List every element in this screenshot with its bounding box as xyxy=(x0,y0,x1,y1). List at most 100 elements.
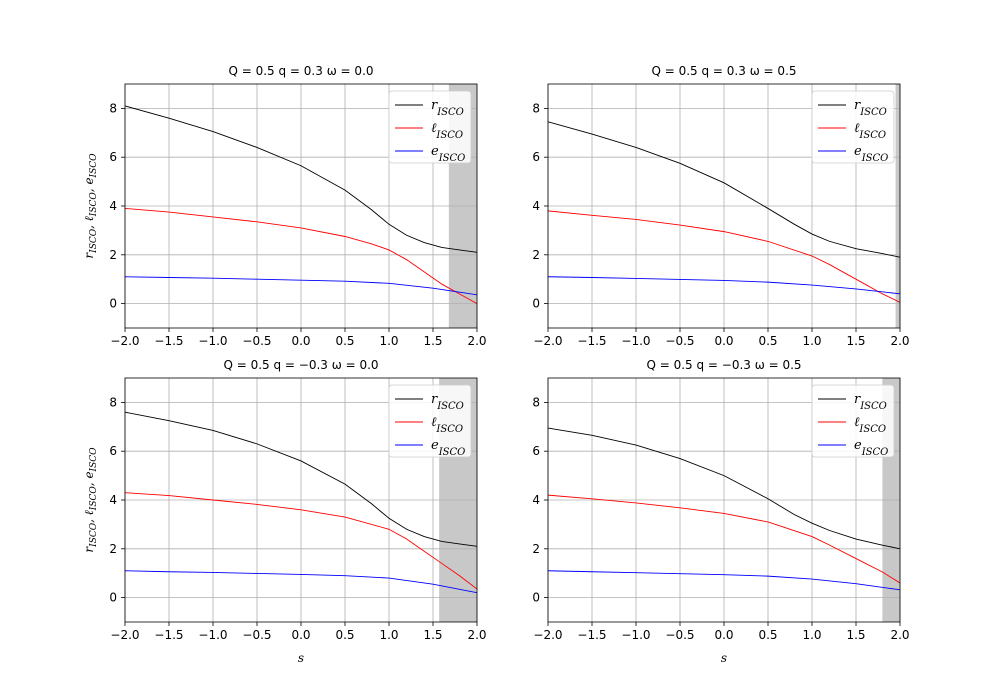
x-tick-label: −0.5 xyxy=(665,334,694,348)
x-tick-label: 1.0 xyxy=(802,628,821,642)
series-line-r xyxy=(548,427,900,550)
x-tick-label: −1.5 xyxy=(577,334,606,348)
x-tick-label: −0.5 xyxy=(665,628,694,642)
x-tick-label: −1.5 xyxy=(154,334,183,348)
axes-frame xyxy=(547,83,901,329)
x-tick-label: 1.5 xyxy=(423,628,442,642)
x-tick-label: 1.5 xyxy=(846,334,865,348)
y-tick-label: 8 xyxy=(532,395,540,409)
y-tick-label: 4 xyxy=(109,493,117,507)
x-tick-label: −2.0 xyxy=(533,628,562,642)
series-line-e xyxy=(548,276,900,295)
chart-title: Q = 0.5 q = 0.3 ω = 0.0 xyxy=(228,64,373,78)
y-tick-label: 6 xyxy=(109,150,117,164)
x-tick-label: −0.5 xyxy=(242,334,271,348)
x-tick-label: 2.0 xyxy=(890,334,909,348)
legend-label: ℓISCO xyxy=(431,415,463,435)
x-tick-label: 0.5 xyxy=(758,334,777,348)
chart-panel-3: −2.0 −1.5 −1.0 −0.5 0.0 0.5 1.0 1.5 2.0 0 2 4 6 8 Q = … xyxy=(82,358,487,665)
x-tick-label: −1.0 xyxy=(621,628,650,642)
chart-title: Q = 0.5 q = 0.3 ω = 0.5 xyxy=(651,64,796,78)
series-line-e xyxy=(125,570,477,594)
chart-panel-4: −2.0 −1.5 −1.0 −0.5 0.0 0.5 1.0 1.5 2.0 0 2 4 6 8 Q = … xyxy=(532,358,909,665)
axes-frame xyxy=(547,377,901,623)
y-tick-label: 0 xyxy=(109,297,117,311)
x-tick-label: 1.0 xyxy=(379,334,398,348)
x-tick-label: 2.0 xyxy=(890,628,909,642)
x-tick-label: 2.0 xyxy=(467,334,486,348)
y-tick-label: 4 xyxy=(532,199,540,213)
legend-label: eISCO xyxy=(431,144,465,164)
x-tick-label: −1.0 xyxy=(621,334,650,348)
series-line-r xyxy=(125,105,477,253)
chart-title: Q = 0.5 q = −0.3 ω = 0.5 xyxy=(646,358,801,372)
x-tick-label: −1.5 xyxy=(154,628,183,642)
x-tick-label: −1.5 xyxy=(577,628,606,642)
legend-label: eISCO xyxy=(854,438,888,458)
chart-title: Q = 0.5 q = −0.3 ω = 0.0 xyxy=(223,358,378,372)
x-tick-label: 0.0 xyxy=(714,628,733,642)
y-tick-label: 2 xyxy=(532,248,540,262)
series-line-r xyxy=(125,411,477,547)
y-tick-label: 2 xyxy=(532,542,540,556)
x-tick-label: 0.5 xyxy=(758,628,777,642)
y-tick-label: 6 xyxy=(532,444,540,458)
x-tick-label: −1.0 xyxy=(198,628,227,642)
axes-frame xyxy=(124,83,478,329)
y-tick-label: 0 xyxy=(109,591,117,605)
series-line-l xyxy=(125,492,477,590)
y-tick-label: 8 xyxy=(109,395,117,409)
legend-label: eISCO xyxy=(854,144,888,164)
legend: rISCO ℓISCO eISCO xyxy=(388,384,472,458)
y-tick-label: 4 xyxy=(532,493,540,507)
x-tick-label: 0.5 xyxy=(335,628,354,642)
x-tick-label: 1.0 xyxy=(802,334,821,348)
x-axis-label: s xyxy=(298,651,304,665)
x-tick-label: 0.0 xyxy=(291,334,310,348)
legend-label: rISCO xyxy=(431,392,464,412)
legend-label: rISCO xyxy=(854,392,887,412)
series-line-l xyxy=(125,207,477,304)
x-axis-label: s xyxy=(721,651,727,665)
x-tick-label: 1.5 xyxy=(423,334,442,348)
y-tick-label: 2 xyxy=(109,542,117,556)
y-tick-label: 0 xyxy=(532,591,540,605)
x-tick-label: −2.0 xyxy=(533,334,562,348)
series-line-l xyxy=(548,494,900,584)
axes-frame xyxy=(124,377,478,623)
chart-panel-2: −2.0 −1.5 −1.0 −0.5 0.0 0.5 1.0 1.5 2.0 0 2 4 6 8 Q = … xyxy=(532,64,909,348)
legend-label: rISCO xyxy=(854,98,887,118)
x-tick-label: −2.0 xyxy=(110,628,139,642)
x-tick-label: 0.0 xyxy=(714,334,733,348)
y-tick-label: 6 xyxy=(109,444,117,458)
legend: rISCO ℓISCO eISCO xyxy=(811,90,895,164)
x-tick-label: 2.0 xyxy=(467,628,486,642)
x-tick-label: 1.5 xyxy=(846,628,865,642)
legend-label: ℓISCO xyxy=(854,415,886,435)
y-tick-label: 2 xyxy=(109,248,117,262)
x-tick-label: 0.5 xyxy=(335,334,354,348)
series-line-r xyxy=(548,121,900,258)
series-line-e xyxy=(125,276,477,296)
legend-label: rISCO xyxy=(431,98,464,118)
chart-panel-1: −2.0 −1.5 −1.0 −0.5 0.0 0.5 1.0 1.5 2.0 0 2 4 6 8 Q = … xyxy=(82,64,487,348)
y-tick-label: 6 xyxy=(532,150,540,164)
x-tick-label: −1.0 xyxy=(198,334,227,348)
series-line-l xyxy=(548,210,900,303)
x-tick-label: −2.0 xyxy=(110,334,139,348)
legend-label: eISCO xyxy=(431,438,465,458)
x-tick-label: −0.5 xyxy=(242,628,271,642)
legend-label: ℓISCO xyxy=(854,121,886,141)
y-tick-label: 4 xyxy=(109,199,117,213)
y-tick-label: 8 xyxy=(532,101,540,115)
legend: rISCO ℓISCO eISCO xyxy=(811,384,895,458)
x-tick-label: 1.0 xyxy=(379,628,398,642)
series-line-e xyxy=(548,570,900,591)
y-axis-label: rISCO, ℓISCO, eISCO xyxy=(82,153,99,259)
y-tick-label: 8 xyxy=(109,101,117,115)
legend: rISCO ℓISCO eISCO xyxy=(388,90,472,164)
y-tick-label: 0 xyxy=(532,297,540,311)
y-axis-label: rISCO, ℓISCO, eISCO xyxy=(82,447,99,553)
x-tick-label: 0.0 xyxy=(291,628,310,642)
